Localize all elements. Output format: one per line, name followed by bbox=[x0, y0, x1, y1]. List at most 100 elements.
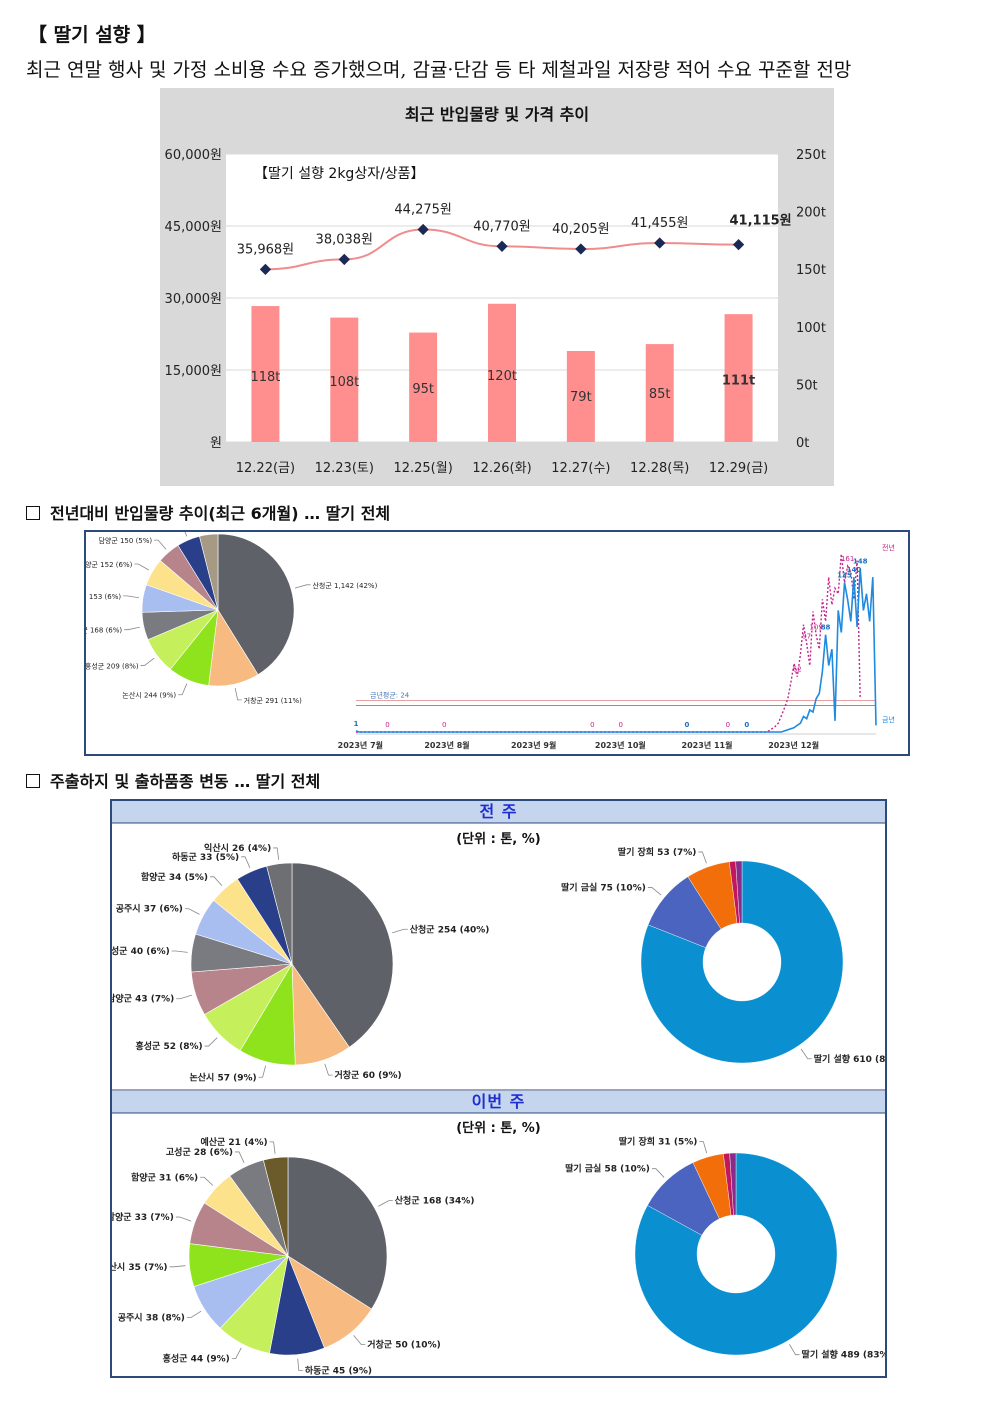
leader-line bbox=[324, 1063, 333, 1076]
volume-bar bbox=[330, 317, 359, 442]
leader-line bbox=[140, 657, 155, 666]
price-point bbox=[259, 263, 272, 276]
y-right-tick: 0t bbox=[796, 436, 809, 451]
pie-slice bbox=[735, 860, 743, 924]
pie-label: 함양군 34 (5%) bbox=[141, 871, 208, 883]
price-volume-chart: 최근 반입물량 및 가격 추이 60,000원 45,000원 30,000원 15,0… bbox=[160, 88, 834, 486]
point-label: 0 bbox=[618, 721, 622, 729]
pie-label: 고성군 28 (6%) bbox=[166, 1146, 233, 1158]
point-label: 0 bbox=[590, 721, 594, 729]
pie-label: 딸기 장희 31 (5%) bbox=[619, 1136, 698, 1148]
volume-label: 79t bbox=[570, 390, 592, 405]
leader-line bbox=[269, 1141, 276, 1154]
pie-label: 산청군 1,142 (42%) bbox=[312, 581, 377, 590]
y-right-tick: 200t bbox=[796, 206, 826, 221]
pie-label: 담양군 43 (7%) bbox=[112, 993, 174, 1005]
price-label: 41,455원 bbox=[631, 216, 688, 231]
pie-label: 산청군 254 (40%) bbox=[410, 923, 490, 935]
volume-label: 118t bbox=[250, 370, 280, 385]
pie-label: 담양군 33 (7%) bbox=[112, 1211, 174, 1223]
leader-line bbox=[353, 1335, 366, 1346]
x-tick-label: 12.22(금) bbox=[236, 461, 295, 476]
leader-line bbox=[294, 584, 311, 589]
y-left-tick: 원 bbox=[210, 436, 222, 451]
pie-slice bbox=[199, 533, 219, 611]
chart-inner-label: 【딸기 설향 2kg상자/상품】 bbox=[254, 166, 425, 182]
x-tick-label: 2023년 11월 bbox=[682, 740, 733, 750]
yoy-panel: 산청군 1,142 (42%) 거창군 291 (11%) 논산시 244 (9%)… bbox=[67, 515, 910, 756]
leader-line bbox=[176, 994, 192, 1000]
leader-line bbox=[200, 1176, 214, 1186]
pie-label: 공주시 153 (6%) bbox=[86, 593, 121, 601]
y-left-tick: 15,000원 bbox=[165, 364, 222, 379]
page-subtitle: 최근 연말 행사 및 가정 소비용 수요 증가했으며, 감귤·단감 등 타 제철… bbox=[26, 59, 852, 81]
pie-label: 담양군 150 (5%) bbox=[98, 536, 152, 545]
price-point bbox=[496, 240, 508, 252]
volume-bar bbox=[566, 350, 595, 442]
point-label: 148 bbox=[853, 557, 868, 565]
pie-label: 논산시 244 (9%) bbox=[122, 691, 176, 700]
price-label: 40,770원 bbox=[473, 219, 530, 234]
pie-label: 홍성군 52 (8%) bbox=[135, 1040, 202, 1052]
x-tick-label: 2023년 10월 bbox=[595, 740, 646, 750]
leader-line bbox=[297, 1358, 303, 1371]
pie-slice bbox=[287, 1156, 388, 1310]
pie-label: 홍성군 44 (9%) bbox=[163, 1352, 230, 1364]
point-label: 0 bbox=[385, 721, 389, 729]
price-point bbox=[575, 243, 587, 255]
pie-slice bbox=[291, 862, 394, 1048]
leader-line bbox=[698, 851, 707, 864]
point-label: 1 bbox=[354, 720, 359, 728]
pie-label: 익산시 26 (4%) bbox=[204, 842, 271, 854]
pie-slice bbox=[266, 862, 293, 965]
leader-line bbox=[258, 1065, 267, 1078]
point-label: 109 bbox=[809, 624, 822, 632]
pie-label: 논산시 57 (9%) bbox=[189, 1071, 256, 1083]
origin-variety-svg: 산청군 254 (40%) 거창군 60 (9%) 논산시 57 (9%) 홍성군 5… bbox=[112, 822, 885, 1376]
leader-line bbox=[235, 1151, 245, 1163]
leader-line bbox=[171, 950, 188, 953]
leader-line bbox=[178, 524, 188, 537]
price-label: 38,038원 bbox=[316, 232, 373, 247]
volume-bar bbox=[488, 303, 516, 442]
prev-week-unit: (단위 : 톤, %) bbox=[456, 832, 541, 847]
x-tick-label: 2023년 7월 bbox=[338, 740, 383, 750]
point-label: 97 bbox=[802, 633, 811, 641]
y-right-tick: 50t bbox=[796, 378, 818, 393]
leader-line bbox=[184, 908, 200, 915]
leader-line bbox=[204, 1037, 218, 1047]
pie-label: 홍성군 209 (8%) bbox=[86, 661, 139, 670]
x-tick-label: 2023년 8월 bbox=[424, 740, 469, 750]
leader-line bbox=[699, 1141, 708, 1154]
pie-label: 하동군 45 (9%) bbox=[305, 1364, 372, 1376]
chart-title: 최근 반입물량 및 가격 추이 bbox=[405, 105, 589, 124]
leader-line bbox=[231, 1347, 242, 1359]
checkbox-icon bbox=[26, 506, 40, 520]
y-right-tick: 250t bbox=[796, 148, 826, 163]
price-label: 35,968원 bbox=[237, 242, 294, 257]
volume-bar bbox=[724, 314, 753, 442]
leader-line bbox=[234, 688, 242, 701]
pie-slice bbox=[729, 1152, 737, 1216]
volume-bar bbox=[645, 344, 674, 442]
leader-line bbox=[378, 1200, 393, 1207]
leader-line bbox=[175, 1216, 192, 1222]
section-origin-title: 주출하지 및 출하품종 변동 … 딸기 전체 bbox=[50, 772, 321, 791]
pie-label: 딸기 설향 610 (81%) bbox=[814, 1053, 885, 1065]
point-label: 135 bbox=[837, 572, 852, 580]
price-volume-svg: 최근 반입물량 및 가격 추이 60,000원 45,000원 30,000원 15,0… bbox=[165, 105, 826, 476]
this-week-unit: (단위 : 톤, %) bbox=[456, 1121, 541, 1136]
pie-label: 함양군 31 (6%) bbox=[131, 1171, 198, 1183]
price-label: 40,205원 bbox=[552, 222, 609, 237]
leader-line bbox=[169, 1265, 186, 1268]
point-label: 0 bbox=[726, 721, 730, 729]
volume-bar bbox=[409, 332, 438, 442]
page-title: 【 딸기 설향 】 bbox=[28, 24, 156, 46]
x-tick-label: 12.28(목) bbox=[630, 461, 689, 476]
section-origin-header: 주출하지 및 출하품종 변동 … 딸기 전체 bbox=[26, 768, 320, 792]
leader-line bbox=[134, 563, 149, 571]
volume-bar bbox=[251, 306, 280, 442]
leader-line bbox=[392, 928, 408, 934]
point-label: 0 bbox=[684, 721, 689, 729]
y-left-tick: 30,000원 bbox=[165, 292, 222, 307]
